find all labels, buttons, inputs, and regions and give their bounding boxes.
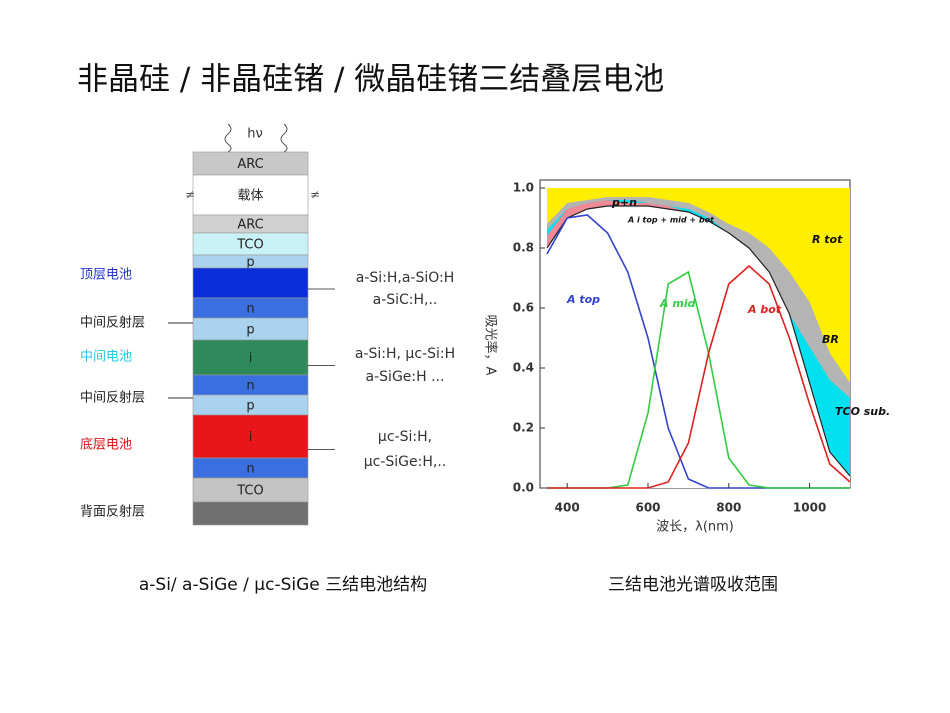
layer-label: ARC bbox=[237, 157, 263, 172]
x-axis-label: 波长，λ(nm) bbox=[656, 520, 734, 535]
light-wave bbox=[224, 123, 232, 153]
y-tick-label: 0.8 bbox=[513, 241, 534, 255]
break-mark: ≠ bbox=[310, 188, 320, 202]
material-label: μc-SiGe:H,.. bbox=[364, 454, 447, 470]
side-label: 底层电池 bbox=[80, 437, 132, 453]
y-axis-label: 吸光率，A bbox=[483, 315, 499, 376]
layer bbox=[192, 267, 309, 299]
layer bbox=[192, 174, 309, 216]
layer bbox=[192, 501, 309, 526]
layer bbox=[192, 339, 309, 376]
line bbox=[546, 205, 851, 477]
y-tick-label: 0.4 bbox=[513, 361, 534, 375]
area-label: BR bbox=[822, 333, 839, 346]
layer-label: p bbox=[246, 255, 254, 270]
material-label: a-SiGe:H ... bbox=[366, 369, 445, 385]
caption: a-Si/ a-SiGe / μc-SiGe 三结电池结构 bbox=[139, 575, 427, 595]
layer-label: TCO bbox=[236, 484, 264, 499]
side-label: 顶层电池 bbox=[80, 268, 132, 283]
series-label: A mid bbox=[659, 297, 696, 310]
layer-label: TCO bbox=[236, 238, 264, 253]
layer-label: n bbox=[246, 379, 254, 394]
layer-label: ARC bbox=[237, 218, 263, 233]
material-label: a-SiC:H,.. bbox=[373, 292, 438, 308]
side-label: 中间反射层 bbox=[80, 390, 145, 406]
caption: 三结电池光谱吸收范围 bbox=[608, 575, 778, 595]
area-label: TCO sub. bbox=[835, 405, 890, 418]
series-label: A top bbox=[566, 293, 600, 306]
x-tick-label: 600 bbox=[635, 501, 660, 515]
light-wave bbox=[280, 123, 288, 153]
slide-title: 非晶硅 / 非晶硅锗 / 微晶硅锗三结叠层电池 bbox=[77, 62, 664, 98]
layer bbox=[192, 477, 309, 503]
material-label: μc-Si:H, bbox=[378, 429, 432, 445]
area bbox=[547, 206, 850, 488]
series-label: A i top + mid + bot bbox=[627, 216, 715, 225]
y-tick-label: 0.2 bbox=[513, 421, 534, 435]
annotation: R tot bbox=[812, 233, 843, 246]
y-tick-label: 1.0 bbox=[513, 181, 534, 195]
series-label: A bot bbox=[747, 303, 782, 316]
break-mark: ≠ bbox=[185, 188, 195, 202]
material-label: a-Si:H,a-SiO:H bbox=[356, 270, 455, 286]
layer-label: n bbox=[246, 462, 254, 477]
line bbox=[547, 264, 851, 489]
y-tick-label: 0.0 bbox=[513, 481, 534, 495]
light-label: hν bbox=[247, 127, 263, 142]
layer-label: i bbox=[249, 430, 253, 445]
x-tick-label: 1000 bbox=[793, 501, 826, 515]
layer-label: p bbox=[246, 399, 254, 414]
side-label: 中间电池 bbox=[80, 350, 132, 365]
layer-label: n bbox=[246, 302, 254, 317]
area-label: p+n bbox=[611, 196, 637, 209]
layer bbox=[192, 414, 309, 459]
side-label: 中间反射层 bbox=[80, 315, 145, 331]
x-tick-label: 400 bbox=[555, 501, 580, 515]
material-label: a-Si:H, μc-Si:H bbox=[355, 346, 455, 362]
layer-label: i bbox=[249, 351, 253, 366]
layer-label: 载体 bbox=[237, 189, 263, 204]
x-tick-label: 800 bbox=[716, 501, 741, 515]
y-tick-label: 0.6 bbox=[513, 301, 534, 315]
layer-label: p bbox=[246, 323, 254, 338]
side-label: 背面反射层 bbox=[80, 504, 145, 520]
